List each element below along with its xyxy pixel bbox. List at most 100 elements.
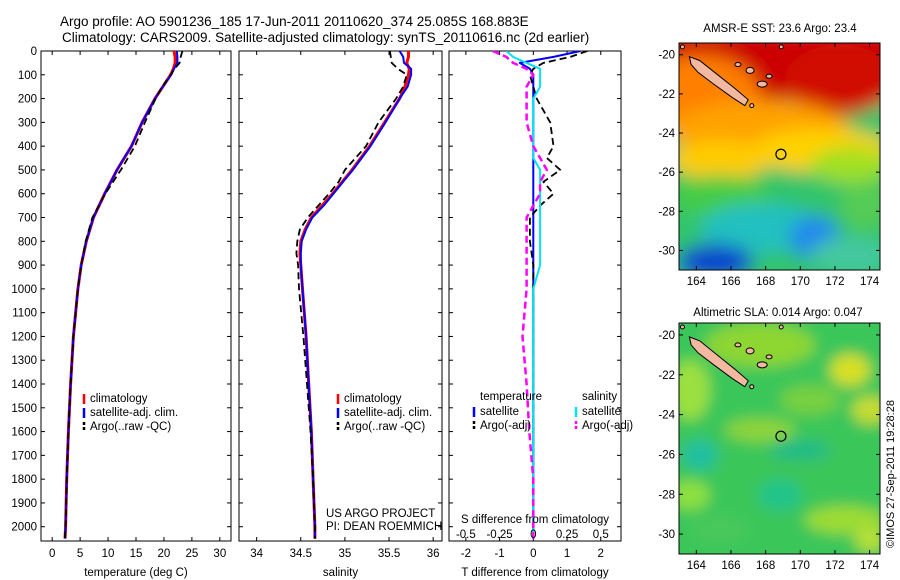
x-tick-label: 15 [130, 548, 143, 560]
x-axis-label: temperature (deg C) [84, 567, 188, 579]
y-tick-label: 600 [18, 189, 37, 201]
x2-tick-label: -0.5 [456, 529, 476, 541]
y-tick-label: 100 [18, 70, 37, 82]
y-tick-label: 200 [18, 94, 37, 106]
legend-label: satellite-adj. clim. [90, 407, 178, 419]
legend-title-temperature: temperature [480, 391, 542, 403]
y-tick-label: 900 [18, 260, 37, 272]
x-tick-label: 10 [102, 548, 115, 560]
x2-tick-label: -0.25 [486, 529, 512, 541]
x-tick-label: -2 [461, 548, 471, 560]
legend-title-salinity: salinity [582, 391, 617, 403]
y-tick-label: 1700 [11, 450, 37, 462]
map-x-tick-label: 172 [825, 560, 844, 572]
series-line-2 [299, 51, 413, 539]
y-tick-label: 800 [18, 236, 37, 248]
header-line-2: Climatology: CARS2009. Satellite-adjuste… [62, 30, 589, 45]
map-x-tick-label: 172 [825, 276, 844, 288]
map-y-tick-label: -22 [658, 89, 675, 101]
y-tick-label: 2000 [11, 522, 37, 534]
map-y-tick-label: -26 [658, 167, 675, 179]
map-y-tick-label: -22 [658, 370, 675, 382]
x-tick-label: 1 [564, 548, 570, 560]
project-label: US ARGO PROJECT [326, 508, 435, 520]
map-y-tick-label: -26 [658, 449, 675, 461]
x2-axis-label: S difference from climatology [461, 514, 609, 526]
x-axis-label: T difference from climatology [461, 567, 608, 579]
legend-label: climatology [90, 393, 148, 405]
map-x-tick-label: 168 [756, 276, 775, 288]
island [745, 66, 755, 74]
series-line-3 [64, 51, 184, 539]
map-x-tick-label: 164 [687, 560, 707, 572]
sla-land [679, 324, 784, 390]
y-tick-label: 1900 [11, 498, 37, 510]
y-tick-label: 400 [18, 141, 37, 153]
map-x-tick-label: 170 [791, 560, 810, 572]
x-tick-label: 20 [158, 548, 171, 560]
x-tick-label: 35 [339, 548, 352, 560]
x2-tick-label: 0.5 [593, 529, 609, 541]
x2-tick-label: 0.25 [556, 529, 578, 541]
island [749, 103, 755, 109]
series-line-4 [492, 51, 549, 539]
legend-label: satellite [480, 406, 519, 418]
x-tick-label: -1 [494, 548, 504, 560]
map-y-tick-label: -28 [658, 489, 675, 501]
sla-argo-marker [775, 430, 787, 442]
island [778, 324, 784, 330]
map-x-tick-label: 168 [756, 560, 775, 572]
y-tick-label: 1000 [11, 284, 37, 296]
map-y-tick-label: -20 [658, 330, 675, 342]
legend-label: Argo(-adj) [480, 420, 531, 432]
copyright-label: ©IMOS 27-Sep-2011 19:28:28 [885, 400, 897, 548]
plot-frame [40, 50, 232, 542]
legend-label: Argo(..raw -QC) [344, 421, 425, 433]
x-tick-label: 35.5 [378, 548, 400, 560]
x-tick-label: 5 [77, 548, 83, 560]
map-x-tick-label: 174 [860, 276, 880, 288]
x-tick-label: 0 [49, 548, 55, 560]
series-line-2 [529, 51, 588, 539]
x-tick-label: 34 [250, 548, 263, 560]
x2-tick-label: 0 [530, 529, 536, 541]
legend-label: Argo(-adj) [582, 420, 633, 432]
x-tick-label: 2 [598, 548, 604, 560]
island [679, 44, 685, 50]
map-x-tick-label: 174 [860, 560, 880, 572]
y-tick-label: 1500 [11, 403, 37, 415]
island [756, 80, 768, 88]
y-tick-label: 1100 [12, 308, 37, 320]
legend-label: satellite [582, 406, 621, 418]
y-tick-label: 500 [18, 165, 37, 177]
sst-map-panel: AMSR-E SST: 23.6 Argo: 23.4 164 [658, 23, 881, 288]
map-x-tick-label: 170 [791, 276, 810, 288]
sla-map-panel: Altimetric SLA: 0.014 Argo: 0.047 [658, 307, 881, 572]
new-caledonia-landmass [688, 336, 749, 388]
island [734, 342, 742, 348]
legend-label: satellite-adj. clim. [344, 407, 432, 419]
island [765, 354, 773, 360]
y-tick-label: 1400 [11, 379, 37, 391]
map-y-tick-label: -30 [658, 245, 675, 257]
island [749, 384, 755, 390]
y-tick-label: 0 [31, 46, 37, 58]
difference-panel: -2 -1 0 1 2 T difference from climatology S di… [448, 50, 633, 579]
island [734, 62, 742, 68]
map-y-tick-label: -30 [658, 529, 675, 541]
x-tick-label: 25 [185, 548, 198, 560]
x-tick-label: 30 [213, 548, 226, 560]
map-y-tick-label: -20 [658, 50, 675, 62]
island [756, 361, 768, 369]
island [679, 324, 685, 330]
pi-label: PI: DEAN ROEMMICH [326, 521, 442, 533]
salinity-panel: 34 34.5 35 35.5 36 salinity climatology satelli… [238, 50, 443, 579]
header-line-1: Argo profile: AO 5901236_185 17-Jun-2011… [60, 14, 529, 29]
y-tick-label: 300 [18, 117, 37, 129]
y-tick-label: 1300 [11, 355, 37, 367]
plot-frame [238, 50, 443, 542]
x-tick-label: 36 [427, 548, 440, 560]
island [745, 347, 755, 355]
map-y-tick-label: -28 [658, 206, 675, 218]
